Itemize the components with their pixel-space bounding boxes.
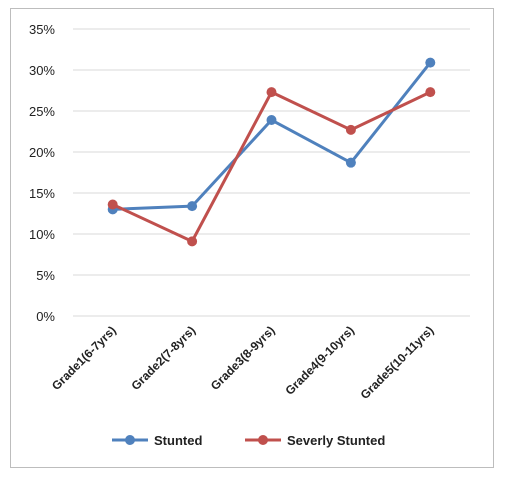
y-tick-label: 15% bbox=[29, 186, 55, 201]
y-tick-label: 0% bbox=[36, 309, 55, 324]
x-tick-label: Grade5(10-11yrs) bbox=[358, 323, 437, 402]
series-line bbox=[112, 90, 431, 243]
data-point bbox=[266, 87, 277, 98]
data-point bbox=[187, 201, 198, 212]
series-lines bbox=[107, 57, 436, 247]
x-axis-ticks: Grade1(6-7yrs) Grade2(7-8yrs) Grade3(8-9yr… bbox=[49, 323, 436, 402]
y-tick-label: 35% bbox=[29, 22, 55, 37]
y-tick-label: 20% bbox=[29, 145, 55, 160]
data-point bbox=[425, 57, 436, 68]
y-axis-ticks: 0% 5% 10% 15% 20% 25% 30% 35% bbox=[29, 22, 55, 324]
legend-entry: Stunted bbox=[112, 433, 202, 448]
legend-marker bbox=[258, 435, 268, 445]
y-tick-label: 10% bbox=[29, 227, 55, 242]
legend-marker bbox=[125, 435, 135, 445]
x-tick-label: Grade3(8-9yrs) bbox=[208, 323, 278, 393]
gridlines bbox=[73, 28, 470, 317]
data-point bbox=[345, 124, 356, 135]
data-point bbox=[107, 199, 118, 210]
series-0 bbox=[107, 57, 436, 215]
y-tick-label: 5% bbox=[36, 268, 55, 283]
legend-label: Severly Stunted bbox=[287, 433, 385, 448]
x-tick-label: Grade2(7-8yrs) bbox=[128, 323, 198, 393]
legend-entry: Severly Stunted bbox=[245, 433, 385, 448]
legend: Stunted Severly Stunted bbox=[112, 433, 385, 448]
data-point bbox=[425, 87, 436, 98]
y-tick-label: 25% bbox=[29, 104, 55, 119]
y-tick-label: 30% bbox=[29, 63, 55, 78]
series-line bbox=[112, 61, 432, 211]
series-1 bbox=[107, 87, 436, 247]
x-tick-label: Grade1(6-7yrs) bbox=[49, 323, 119, 393]
data-point bbox=[345, 157, 356, 168]
x-tick-label: Grade4(9-10yrs) bbox=[282, 323, 357, 398]
data-point bbox=[266, 115, 277, 126]
data-point bbox=[187, 236, 198, 247]
legend-label: Stunted bbox=[154, 433, 202, 448]
